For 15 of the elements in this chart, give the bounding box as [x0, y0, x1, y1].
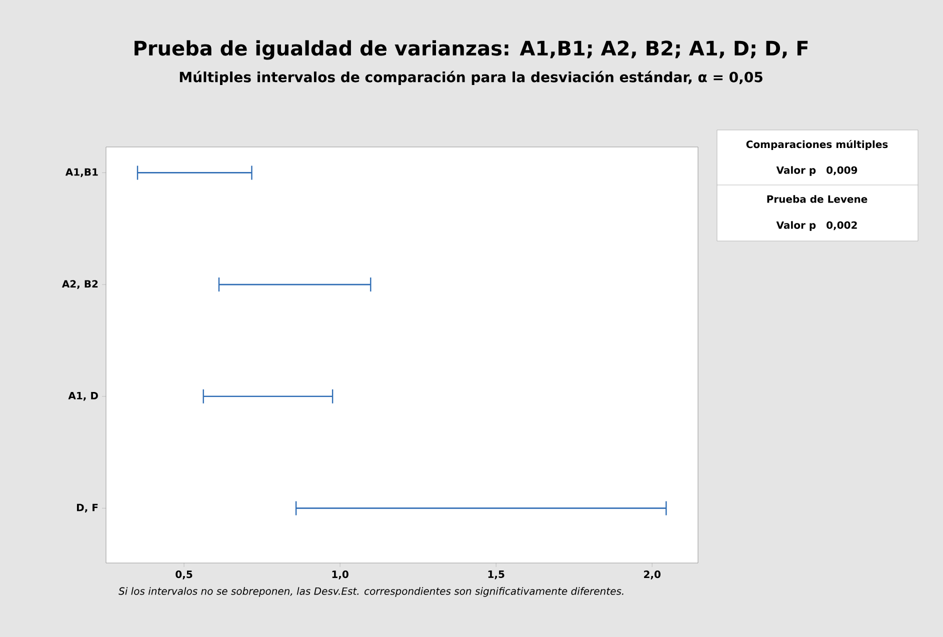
- y-tick-label: A1, D: [68, 392, 98, 401]
- y-tick-label: A2, B2: [62, 280, 98, 289]
- text: Si los intervalos no se sobreponen, las Desv.Est. correspondientes son significativamente diferentes.: [118, 587, 624, 597]
- text: Prueba de Levene: [767, 195, 868, 203]
- y-tick-label: A1,B1: [65, 168, 98, 178]
- y-tick-label: D, F: [76, 504, 98, 513]
- text: Comparaciones múltiples: [746, 140, 888, 150]
- x-tick-label: 1,5: [488, 570, 504, 580]
- x-tick-label: 0,5: [176, 570, 192, 580]
- chart-title: Prueba de igualdad de varianzas: A1,B1; A2, B2; A1, D; D, F: [134, 40, 808, 60]
- text: Valor p 0,009: [776, 166, 858, 176]
- text: Valor p 0,002: [776, 221, 857, 231]
- chart-subtitle: Múltiples intervalos de comparación para la desviación estándar, α = 0,05: [180, 70, 762, 86]
- x-tick-label: 2,0: [644, 570, 661, 580]
- x-tick-label: 1,0: [332, 570, 348, 580]
